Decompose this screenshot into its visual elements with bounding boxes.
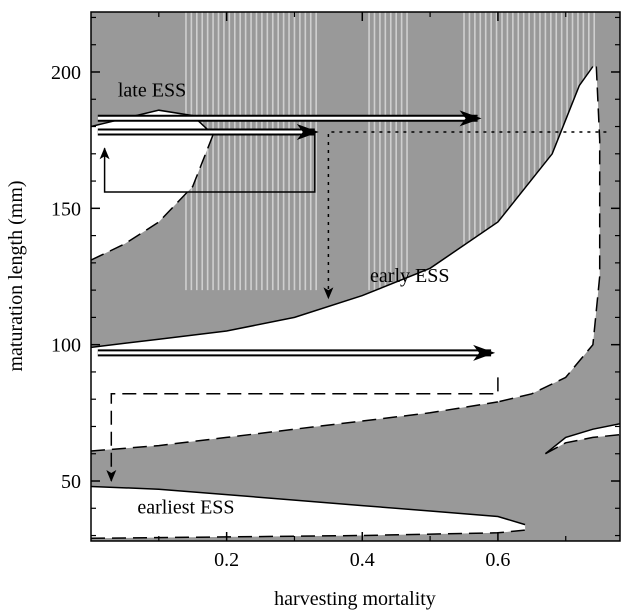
small-ess-region [545,423,620,454]
late-ess-lower-line [91,134,214,261]
earliest-ess-lower-line [91,529,526,540]
y-axis-title: maturation length (mm) [5,180,27,371]
return-arrow-lower [106,377,499,482]
small-region-upper-line [544,422,620,455]
plot-area: late ESS early ESS earliest ESS [90,11,621,542]
region-label: earliest ESS [137,497,234,519]
late-to-early-arrow-head [459,110,482,127]
return-arrow-upper [99,132,316,193]
plot-frame [90,11,621,542]
early-ess-lower-line [91,401,499,452]
y-tick-label: 200 [51,62,81,84]
earliest-ess-region [91,486,526,539]
small-region-lower-line [545,433,620,455]
x-axis: 0.2 0.4 0.6 [158,12,567,571]
y-tick-label: 150 [51,198,81,220]
y-tick-label: 50 [61,471,81,493]
x-tick-label: 0.2 [214,549,239,571]
early-ess-upper-line [91,66,594,349]
earliest-ess-upper-line [91,485,526,526]
y-axis: 50 100 150 200 [51,16,620,537]
transition-arrows [97,110,607,482]
x-axis-title: harvesting mortality [274,588,436,610]
x-tick-label: 0.4 [350,549,375,571]
ess-boundaries [91,66,620,540]
early-ess-arrow-head [473,344,496,361]
x-tick-label: 0.6 [485,549,510,571]
late-ess-region [91,110,214,261]
late-ess-arrow-head [296,123,319,140]
y-tick-label: 100 [51,335,81,357]
early-ess-right-line [497,66,601,403]
region-label: early ESS [370,265,449,287]
region-labels: late ESS early ESS earliest ESS [118,80,450,519]
region-label: late ESS [118,80,186,102]
